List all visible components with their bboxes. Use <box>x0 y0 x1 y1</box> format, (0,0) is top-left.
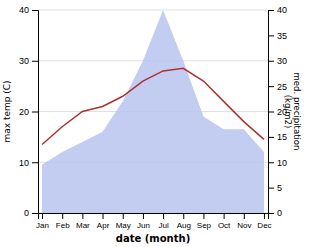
tick-mark <box>268 112 274 113</box>
tick-label: Sep <box>197 221 212 230</box>
tick-label: 35 <box>277 31 287 41</box>
tick: Dec <box>257 213 271 230</box>
tick-label: Jun <box>137 221 150 230</box>
tick: 5 <box>268 183 282 193</box>
x-axis-title: date (month) <box>116 233 190 244</box>
tick: Jan <box>36 213 49 230</box>
tick-mark <box>163 213 164 219</box>
tick: Jul <box>158 213 168 230</box>
tick-mark <box>183 213 184 219</box>
tick-mark <box>224 213 225 219</box>
x-axis: Jan Feb Mar Apr May Jun Jul Aug Sep Oct Nov Dec <box>36 213 272 230</box>
tick-label: Oct <box>218 221 231 230</box>
tick: 30 <box>19 56 38 66</box>
tick-mark <box>244 213 245 219</box>
tick-label: 10 <box>277 158 287 168</box>
chart: Jan Feb Mar Apr May Jun Jul Aug Sep Oct Nov Dec 0 10 2… <box>0 0 318 247</box>
tick-mark <box>62 213 63 219</box>
tick-mark <box>268 213 274 214</box>
y-axis: 0 10 20 30 40 <box>19 5 39 218</box>
tick-label: Aug <box>177 221 191 230</box>
tick-mark <box>32 61 38 62</box>
tick-mark <box>143 213 144 219</box>
tick: 10 <box>268 158 287 168</box>
tick-label: May <box>116 221 131 230</box>
tick: Aug <box>177 213 191 230</box>
tick-label: Apr <box>97 221 110 230</box>
tick: 40 <box>19 5 38 15</box>
tick-label: Nov <box>237 221 251 230</box>
tick-mark <box>32 112 38 113</box>
tick: Nov <box>237 213 251 230</box>
tick-label: Jul <box>158 221 168 230</box>
tick: 0 <box>268 208 282 218</box>
tick-mark <box>123 213 124 219</box>
tick-mark <box>82 213 83 219</box>
tick: Jun <box>137 213 150 230</box>
tick: 35 <box>268 31 287 41</box>
tick: 40 <box>268 5 287 15</box>
tick: 15 <box>268 132 287 142</box>
tick-mark <box>268 10 274 11</box>
tick-mark <box>103 213 104 219</box>
tick-label: 0 <box>277 208 282 218</box>
tick: Apr <box>97 213 110 230</box>
tick-label: 15 <box>277 132 287 142</box>
grid <box>38 10 268 213</box>
tick-label: 25 <box>277 82 287 92</box>
tick-mark <box>268 86 274 87</box>
tick-label: 5 <box>277 183 282 193</box>
tick-mark <box>268 61 274 62</box>
area <box>42 10 264 213</box>
tick: 0 <box>24 208 38 218</box>
tick-mark <box>42 213 43 219</box>
tick: Sep <box>197 213 212 230</box>
tick-mark <box>264 213 265 219</box>
tick-mark <box>32 162 38 163</box>
axis-line <box>269 11 275 214</box>
tick-label: Mar <box>76 221 90 230</box>
tick-mark <box>268 35 274 36</box>
tick-mark <box>32 213 38 214</box>
tick-label: 10 <box>19 158 29 168</box>
tick-mark <box>268 137 274 138</box>
tick: 20 <box>19 107 38 117</box>
tick-mark <box>268 162 274 163</box>
tick-label: Jan <box>36 221 49 230</box>
tick: 10 <box>19 158 38 168</box>
tick: Oct <box>218 213 231 230</box>
tick-label: 30 <box>277 56 287 66</box>
tick-label: 40 <box>19 5 29 15</box>
y2-axis-title: med. precipitation(kg/m2) <box>283 73 302 151</box>
tick: May <box>116 213 131 230</box>
tick-label: 40 <box>277 5 287 15</box>
grid-line <box>38 10 268 11</box>
tick-label: 20 <box>19 107 29 117</box>
tick-label: 0 <box>24 208 29 218</box>
tick-label: Feb <box>56 221 70 230</box>
tick: Feb <box>56 213 70 230</box>
tick-label: 30 <box>19 56 29 66</box>
y2-axis-title-line: (kg/m2) <box>283 95 293 129</box>
axis-line <box>39 214 269 220</box>
line <box>42 68 264 144</box>
tick: 30 <box>268 56 287 66</box>
marks <box>42 10 264 213</box>
tick-mark <box>203 213 204 219</box>
plot: Jan Feb Mar Apr May Jun Jul Aug Sep Oct Nov Dec 0 10 2… <box>2 5 302 244</box>
y-axis-title: max temp (C) <box>2 80 12 142</box>
tick-label: Dec <box>257 221 271 230</box>
tick-mark <box>32 10 38 11</box>
tick: Mar <box>76 213 90 230</box>
axis-line <box>32 11 39 214</box>
tick-mark <box>268 188 274 189</box>
tick: 25 <box>268 82 287 92</box>
